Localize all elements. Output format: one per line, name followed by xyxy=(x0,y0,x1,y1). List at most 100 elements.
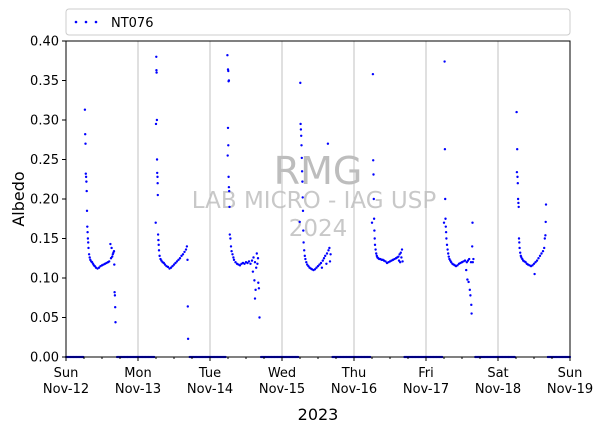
data-point xyxy=(516,148,519,151)
data-point xyxy=(326,142,330,145)
data-point xyxy=(256,262,259,265)
data-point xyxy=(112,249,116,253)
x-tick-label-day: Wed xyxy=(268,366,296,381)
data-point xyxy=(517,201,520,205)
data-point xyxy=(253,279,256,282)
data-point xyxy=(373,243,377,247)
data-point xyxy=(444,197,447,201)
watermark-line-3: 2024 xyxy=(289,216,348,242)
x-tick-label-date: Nov-18 xyxy=(475,382,521,397)
data-point xyxy=(305,261,308,264)
data-point xyxy=(515,170,519,174)
data-point xyxy=(400,248,404,251)
data-point xyxy=(445,237,448,240)
data-point xyxy=(84,133,87,136)
data-point xyxy=(111,255,114,258)
data-point xyxy=(301,196,304,199)
data-point xyxy=(531,264,534,267)
data-point xyxy=(465,268,468,272)
data-point xyxy=(444,230,448,234)
data-point xyxy=(444,217,447,220)
data-point xyxy=(228,233,231,236)
data-point xyxy=(541,249,545,253)
data-point xyxy=(469,294,472,297)
data-point xyxy=(257,281,260,284)
data-point xyxy=(518,246,521,250)
data-point xyxy=(253,297,257,300)
data-point xyxy=(255,266,258,269)
data-point xyxy=(299,81,302,85)
data-point xyxy=(181,253,185,256)
data-point xyxy=(243,262,246,265)
x-tick-label-day: Thu xyxy=(341,366,366,381)
data-point xyxy=(227,185,231,189)
data-point xyxy=(229,245,233,248)
data-point xyxy=(374,248,377,251)
data-point xyxy=(231,253,234,256)
y-tick-label: 0.00 xyxy=(30,351,59,366)
x-tick-label-day: Sat xyxy=(487,366,508,381)
data-point xyxy=(84,172,88,175)
x-tick-label-day: Fri xyxy=(418,366,434,381)
data-point xyxy=(315,266,318,269)
data-point xyxy=(328,246,331,250)
data-point xyxy=(302,229,305,232)
data-point xyxy=(299,122,302,126)
watermark-line-2: LAB MICRO - IAG USP xyxy=(192,188,437,214)
data-point xyxy=(444,225,447,228)
data-point xyxy=(169,266,173,269)
data-point xyxy=(399,261,402,264)
data-point xyxy=(255,252,258,255)
data-point xyxy=(400,256,403,259)
data-point xyxy=(472,257,475,261)
data-point xyxy=(384,260,387,263)
data-point xyxy=(252,256,255,259)
data-point xyxy=(446,248,449,251)
data-point xyxy=(227,144,230,147)
data-point xyxy=(319,261,323,265)
watermark-line-1: RMG xyxy=(274,149,363,193)
data-point xyxy=(247,260,251,263)
data-point xyxy=(318,263,321,266)
data-point xyxy=(251,270,255,273)
data-point xyxy=(515,110,518,114)
data-point xyxy=(154,122,158,126)
data-point xyxy=(84,175,88,179)
data-point xyxy=(401,260,404,263)
data-point xyxy=(321,259,324,262)
data-point xyxy=(456,264,459,267)
data-point xyxy=(443,148,447,151)
data-point xyxy=(468,288,471,292)
data-point xyxy=(329,253,332,256)
data-point xyxy=(463,259,467,262)
data-point xyxy=(184,248,188,251)
data-point xyxy=(178,257,182,260)
data-point xyxy=(299,128,303,131)
data-point xyxy=(532,262,536,265)
data-point xyxy=(114,321,117,324)
data-point xyxy=(166,265,170,269)
data-point xyxy=(313,268,317,271)
data-point xyxy=(227,175,230,179)
data-point xyxy=(86,225,89,228)
data-point xyxy=(516,197,520,201)
data-point xyxy=(83,108,87,111)
data-point xyxy=(226,154,229,157)
data-point xyxy=(226,54,229,57)
data-point xyxy=(175,260,179,263)
x-axis-title: 2023 xyxy=(298,405,339,424)
y-tick-label: 0.20 xyxy=(30,193,59,208)
data-point xyxy=(156,233,160,236)
data-point xyxy=(177,258,180,262)
data-point xyxy=(234,261,237,264)
data-point xyxy=(534,261,537,264)
data-point xyxy=(249,262,252,265)
data-point xyxy=(114,306,117,309)
data-point xyxy=(157,243,160,247)
data-point xyxy=(87,241,90,244)
data-point xyxy=(544,220,547,224)
data-point xyxy=(158,254,161,258)
data-point xyxy=(322,257,326,260)
data-point xyxy=(227,79,231,82)
